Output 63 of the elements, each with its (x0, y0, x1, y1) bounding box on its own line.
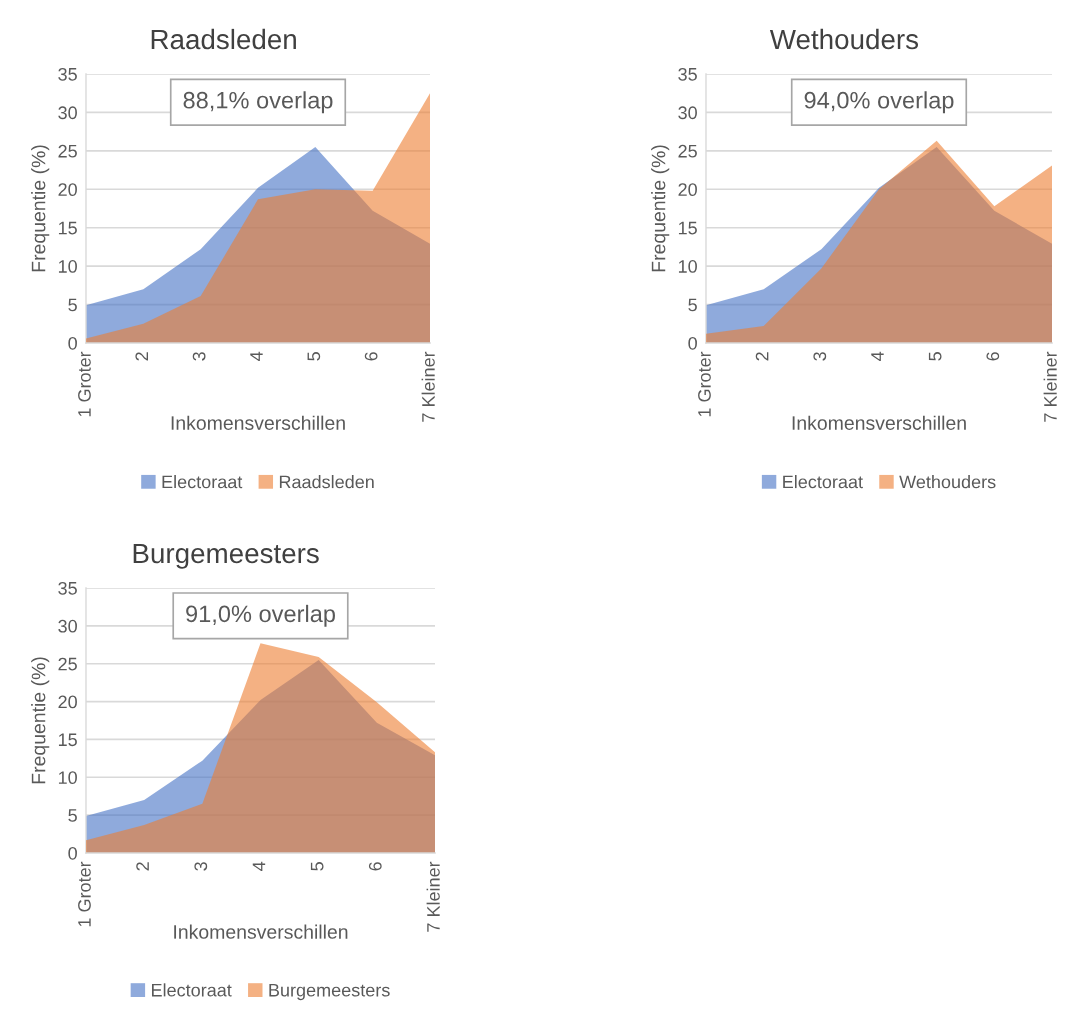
legend-label: Electoraat (162, 475, 243, 489)
chart-title: Wethouders (769, 28, 919, 50)
chart-title: Raadsleden (151, 28, 296, 50)
legend-label: Wethouders (899, 475, 996, 489)
y-tick-label: 5 (68, 298, 77, 312)
x-tick-label: 2 (755, 352, 769, 361)
x-axis-title: Inkomensverschillen (174, 924, 348, 939)
x-tick-label: 5 (310, 862, 324, 871)
y-axis-title: Frequentie (%) (31, 657, 50, 784)
x-tick-label: 6 (364, 352, 378, 361)
x-tick-label: 3 (194, 862, 208, 871)
y-tick-label: 35 (58, 67, 77, 81)
x-tick-label: 5 (928, 352, 942, 361)
x-tick-label: 7 Kleiner (421, 351, 435, 422)
legend-label: Raadsleden (279, 475, 374, 489)
annotation: 88,1% overlap (183, 91, 333, 114)
y-tick-label: 20 (678, 183, 697, 197)
y-tick-label: 25 (58, 657, 77, 671)
x-tick-label: 1 Groter (698, 351, 711, 417)
x-tick-label: 3 (192, 352, 206, 361)
x-tick-label: 5 (307, 352, 321, 361)
y-tick-label: 5 (68, 809, 77, 822)
x-tick-label: 2 (136, 862, 149, 871)
y-tick-label: 0 (68, 846, 77, 860)
x-axis-title: Inkomensverschillen (171, 415, 345, 430)
chart-title: Burgemeesters (133, 543, 319, 569)
legend-label: Electoraat (152, 983, 232, 997)
y-tick-label: 15 (58, 221, 77, 235)
annotation: 91,0% overlap (186, 604, 335, 627)
x-tick-label: 2 (135, 352, 148, 361)
x-tick-label: 4 (250, 351, 263, 361)
x-tick-label: 7 Kleiner (1043, 351, 1057, 422)
y-tick-label: 0 (68, 336, 77, 350)
y-axis-title: Frequentie (%) (651, 145, 670, 272)
y-axis-title: Frequentie (%) (31, 145, 50, 272)
y-tick-label: 25 (678, 144, 697, 158)
y-tick-label: 15 (678, 221, 697, 235)
x-tick-label: 1 Groter (78, 351, 91, 417)
y-tick-label: 30 (678, 106, 697, 120)
legend-label: Burgemeesters (269, 983, 390, 1001)
legend-label: Electoraat (783, 475, 863, 489)
x-axis-title: Inkomensverschillen (792, 415, 966, 430)
y-tick-label: 15 (58, 733, 77, 747)
y-tick-label: 0 (688, 336, 697, 350)
x-tick-label: 6 (368, 862, 382, 871)
x-tick-label: 4 (252, 861, 266, 871)
x-tick-label: 1 Groter (78, 861, 91, 927)
y-tick-label: 30 (58, 619, 77, 633)
y-tick-label: 10 (58, 260, 77, 273)
annotation: 94,0% overlap (804, 91, 954, 114)
y-tick-label: 30 (58, 106, 77, 120)
y-tick-label: 35 (678, 67, 697, 81)
y-tick-label: 10 (678, 260, 697, 273)
x-tick-label: 7 Kleiner (426, 861, 440, 932)
x-tick-label: 3 (813, 352, 827, 361)
y-tick-label: 20 (58, 183, 77, 197)
y-tick-label: 20 (58, 695, 77, 709)
y-tick-label: 35 (58, 581, 77, 595)
x-tick-label: 6 (986, 352, 1000, 361)
y-tick-label: 25 (58, 144, 77, 158)
x-tick-label: 4 (871, 351, 884, 361)
y-tick-label: 5 (688, 298, 697, 312)
y-tick-label: 10 (58, 771, 77, 785)
